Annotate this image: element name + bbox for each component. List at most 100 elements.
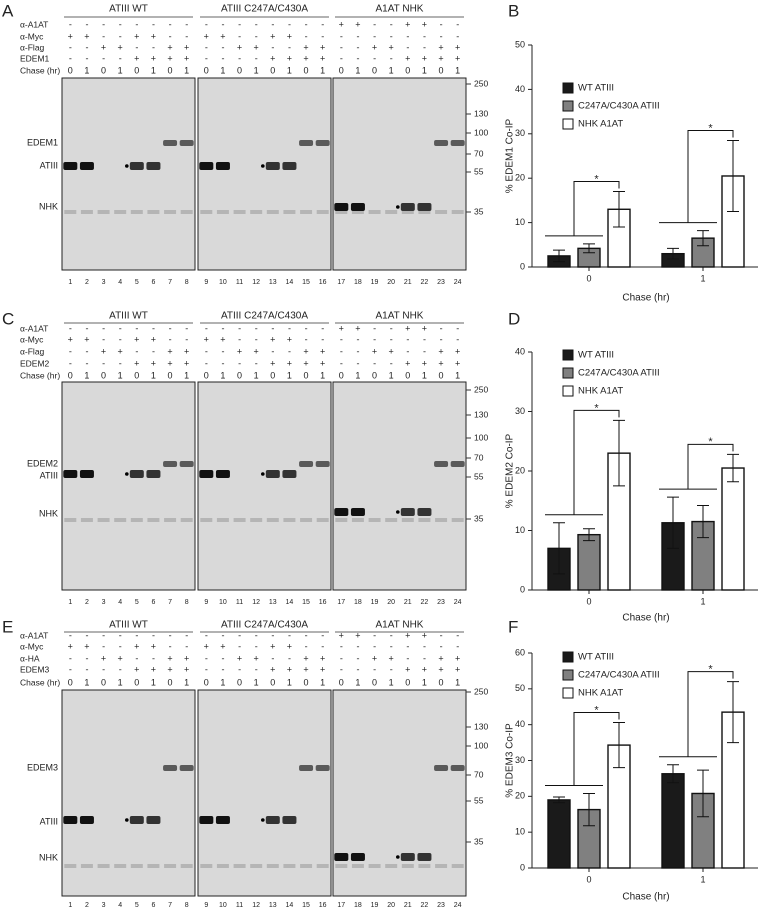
row-label: α-A1AT [20,323,48,333]
panel-letter: E [2,617,13,636]
lane-sign: 1 [355,677,360,687]
lane-sign: + [167,53,172,63]
lane-sign: + [204,334,209,344]
legend-swatch [562,82,574,94]
marker-label: 70 [474,452,484,462]
lane-sign: + [438,53,443,63]
lane-number: 6 [151,279,155,286]
lane-sign: + [455,42,460,52]
lane-sign: - [119,358,122,368]
gel-band [97,518,110,522]
lane-number: 23 [437,599,445,606]
lane-sign: - [406,346,409,356]
lane-sign: - [423,641,426,651]
lane-sign: + [455,653,460,663]
gel-band [216,210,229,214]
lane-number: 3 [102,902,106,909]
lane-sign: 0 [68,65,73,75]
y-tick-label: 30 [515,755,525,765]
error-bar [697,505,709,539]
band-dot [261,164,265,168]
lane-number: 7 [168,279,172,286]
lane-sign: 0 [372,65,377,75]
lane-sign: 1 [355,370,360,380]
gel-band [147,518,160,522]
lane-sign: + [320,42,325,52]
lane-sign: 1 [220,370,225,380]
lane-number: 9 [204,902,208,909]
lane-sign: - [85,19,88,29]
lane-sign: - [390,19,393,29]
gel-band [418,210,431,214]
lane-sign: - [238,641,241,651]
lane-number: 5 [135,902,139,909]
lane-sign: + [167,358,172,368]
x-axis-label: Chase (hr) [622,892,669,903]
lane-number: 18 [354,902,362,909]
gel-band [299,140,314,146]
lane-sign: 0 [168,370,173,380]
lane-sign: + [134,641,139,651]
lane-sign: - [288,630,291,640]
lane-sign: - [356,334,359,344]
lane-number: 5 [135,599,139,606]
lane-sign: 1 [118,677,123,687]
group-title: ATIII C247A/C430A [221,620,308,631]
gel-band [79,470,94,478]
lane-sign: - [238,323,241,333]
lane-sign: - [271,19,274,29]
gel-band [266,864,279,868]
gel [197,381,332,591]
row-label: α-A1AT [20,19,48,29]
gel-band [130,210,143,214]
lane-sign: - [135,630,138,640]
lane-sign: - [119,334,122,344]
gel-band [401,518,414,522]
gel-band [334,508,349,516]
group-title: A1AT NHK [376,311,424,322]
lane-sign: - [356,42,359,52]
row-label: EDEM2 [20,358,50,368]
gel-band [250,864,263,868]
lane-number: 21 [404,902,412,909]
lane-sign: 0 [68,677,73,687]
lane-sign: - [85,42,88,52]
significance-bracket [545,181,620,237]
lane-number: 18 [354,599,362,606]
legend-swatch [562,687,574,699]
lane-sign: + [167,346,172,356]
lane-sign: - [69,630,72,640]
lane-number: 1 [68,599,72,606]
lane-number: 3 [102,599,106,606]
lane-sign: + [184,653,189,663]
gel-band [79,162,94,170]
lane-sign: 1 [320,677,325,687]
bar [661,773,685,869]
lane-sign: + [118,653,123,663]
lane-sign: - [271,346,274,356]
legend-label: NHK A1AT [578,688,623,699]
lane-sign: - [169,641,172,651]
y-tick-label: 40 [515,346,525,356]
group-title: A1AT NHK [376,620,424,631]
gel-band [114,210,127,214]
lane-sign: - [135,19,138,29]
gel-band [282,470,297,478]
gel-band [451,210,464,214]
lane-sign: + [134,334,139,344]
error-bar [553,249,565,263]
lane-sign: + [303,346,308,356]
bar [547,799,571,869]
y-tick-label: 10 [515,525,525,535]
lane-sign: 1 [389,65,394,75]
lane-sign: 1 [220,677,225,687]
lane-sign: 1 [355,65,360,75]
lane-sign: + [389,42,394,52]
gel-band [385,864,398,868]
lane-sign: + [134,53,139,63]
lane-sign: + [320,653,325,663]
row-label: α-Myc [20,334,44,344]
lane-sign: - [373,31,376,41]
lane-sign: + [84,641,89,651]
